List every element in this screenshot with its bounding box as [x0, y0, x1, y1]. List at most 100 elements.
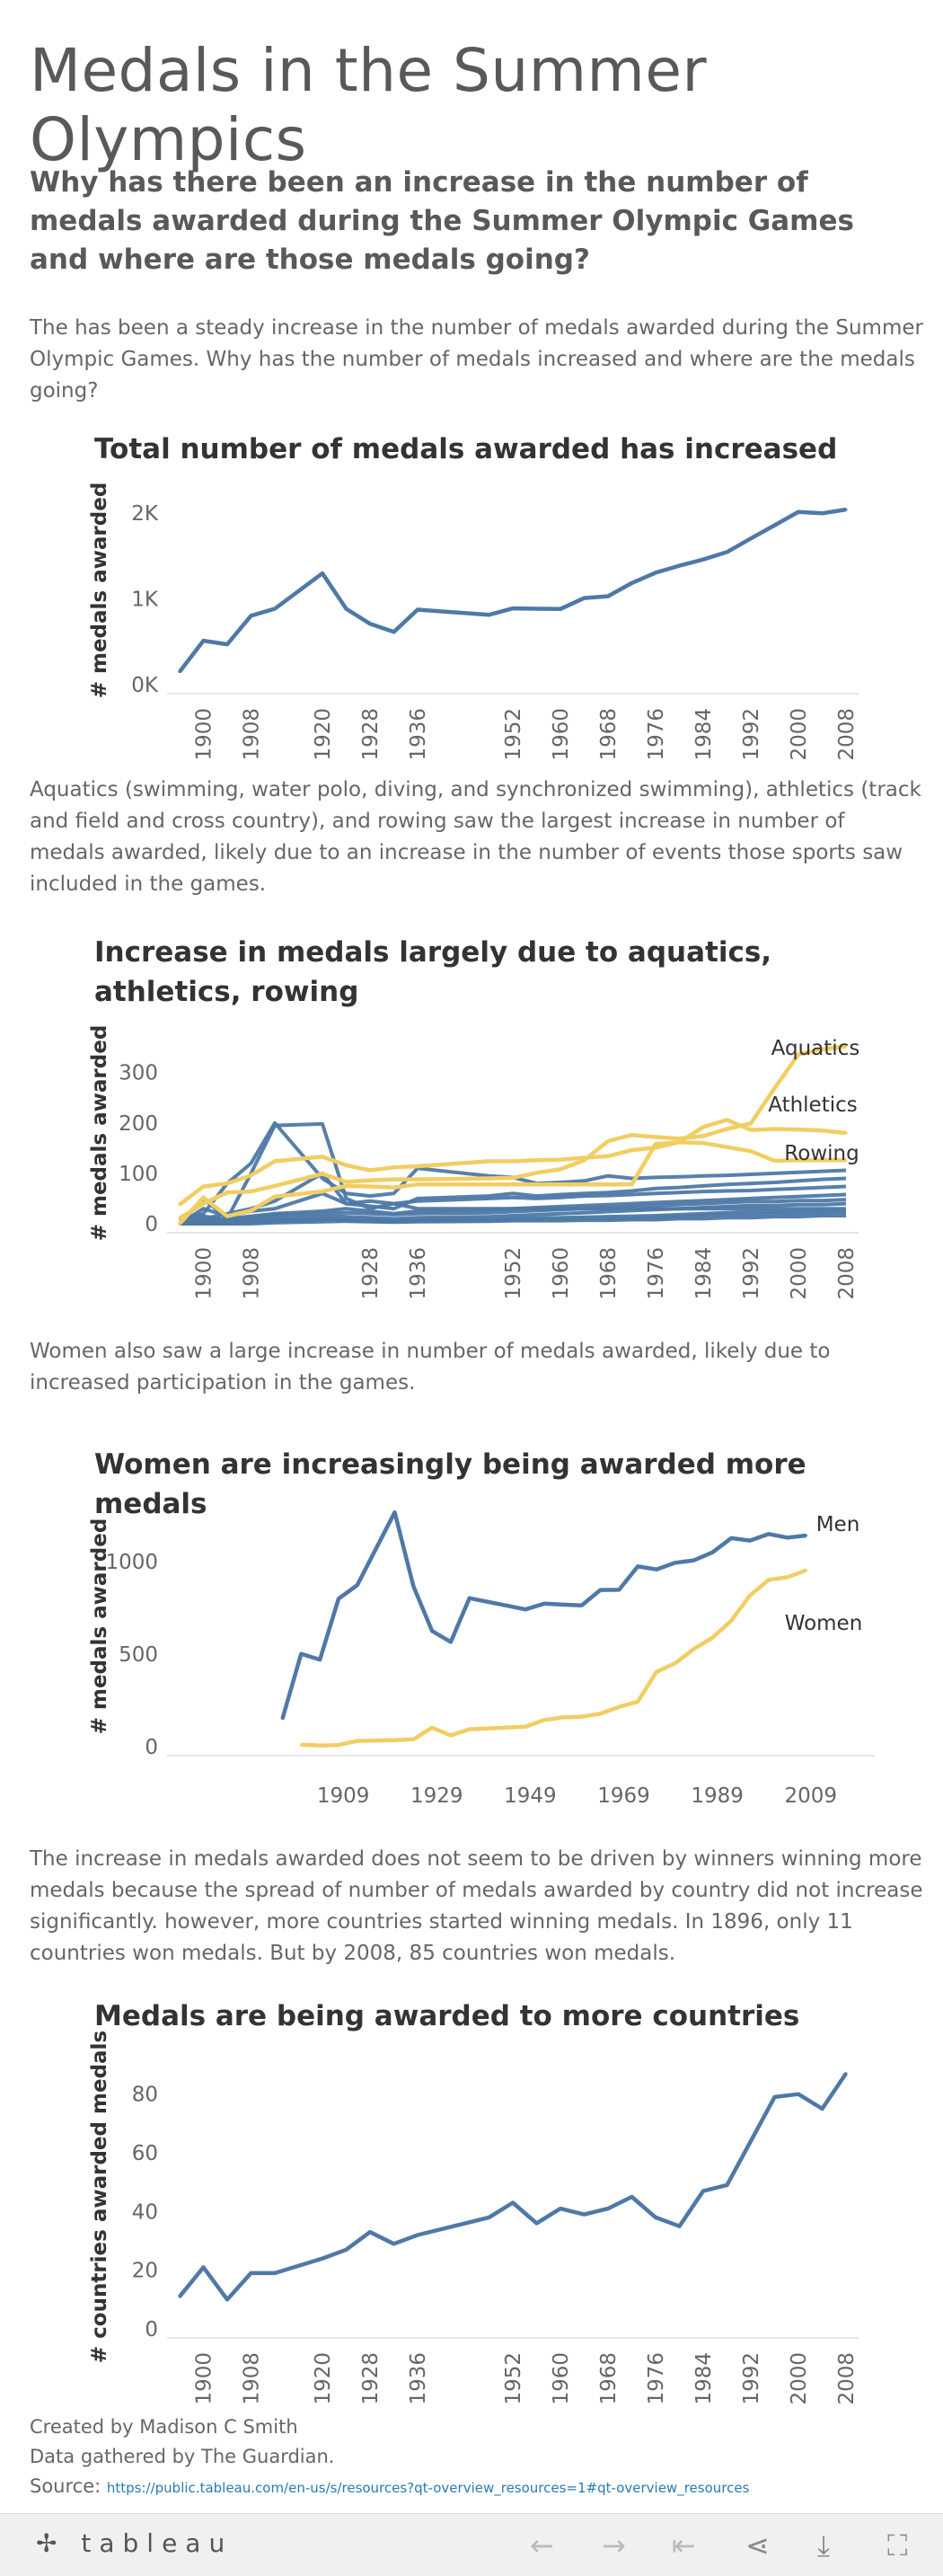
aquatics-point-22	[773, 1086, 776, 1090]
series-point-11	[511, 606, 515, 610]
women-point-19	[692, 1647, 696, 1651]
aquatics-point-5	[321, 1172, 324, 1175]
athletics-point-4	[273, 1159, 277, 1163]
y-tick-label-0: 0K	[131, 674, 159, 697]
download-icon[interactable]: ⤓	[817, 2528, 831, 2563]
men-point-17	[655, 1568, 658, 1571]
women-point-8	[449, 1733, 453, 1737]
women-point-4	[356, 1739, 359, 1743]
men-point-22	[748, 1539, 752, 1543]
series-point-25	[844, 508, 848, 511]
men-point-2	[318, 1658, 322, 1661]
men-point-24	[786, 1536, 789, 1539]
y-tick-label-3: 300	[119, 1062, 158, 1085]
women-point-6	[411, 1738, 415, 1741]
rowing-point-12	[535, 1182, 538, 1186]
source-link[interactable]: https://public.tableau.com/en-us/s/resou…	[106, 2480, 750, 2496]
x-tick-label-1: 1908	[241, 2352, 264, 2405]
women-point-22	[748, 1594, 752, 1598]
total-medals-chart[interactable]: # medals awarded 0K 1K 2K 1900 1908 1920 1928 19…	[0, 476, 943, 773]
athletics-point-10	[488, 1159, 490, 1163]
countries-paragraph: The increase in medals awarded does not …	[30, 1847, 923, 1965]
series-point-13	[559, 607, 562, 611]
men-point-8	[449, 1641, 453, 1644]
series-line	[178, 2072, 848, 2302]
series-point-1	[202, 639, 205, 642]
x-tick-label-7: 1968	[597, 708, 621, 761]
share-icon[interactable]: ⋖	[745, 2528, 770, 2563]
women-point-17	[655, 1670, 658, 1674]
rowing-point-4	[273, 1195, 277, 1199]
rowing-point-3	[250, 1208, 252, 1212]
series-point-9	[416, 607, 419, 611]
series-point-0	[178, 670, 181, 674]
y-tick-label-1: 100	[119, 1163, 158, 1186]
x-tick-label-3: 1928	[359, 708, 383, 761]
series-point-8	[392, 630, 395, 633]
tableau-logo: ✢ tableau	[36, 2528, 234, 2558]
rowing-point-17	[654, 1142, 657, 1146]
rowing-point-16	[630, 1182, 633, 1186]
x-tick-label-1: 1929	[410, 1784, 463, 1808]
series-point-17	[654, 571, 657, 574]
aquatics-point-12	[535, 1171, 538, 1174]
fullscreen-icon[interactable]: ⛶	[887, 2528, 908, 2563]
redo-icon[interactable]: →	[602, 2528, 626, 2563]
athletics-point-14	[583, 1155, 586, 1159]
women-point-13	[580, 1715, 584, 1719]
x-tick-label-11: 2000	[788, 708, 811, 761]
x-tick-label-2: 1949	[504, 1784, 557, 1808]
x-tick-label-8: 1976	[645, 2352, 668, 2405]
x-tick-label-5: 1952	[502, 2352, 525, 2405]
women-point-18	[674, 1661, 677, 1665]
y-axis-title: # medals awarded	[88, 1025, 111, 1242]
medals-by-sport-chart[interactable]: # medals awarded 0 100 200 300 1900 1908 1928 19…	[0, 1024, 943, 1321]
series-point-3	[250, 614, 252, 617]
aquatics-series-label: Aquatics	[771, 1037, 860, 1060]
rowing-point-23	[797, 1158, 800, 1162]
men-point-15	[617, 1588, 621, 1591]
athletics-point-5	[321, 1155, 324, 1158]
series-point-4	[273, 2271, 277, 2275]
athletics-point-13	[559, 1158, 562, 1162]
x-tick-label-7: 1976	[645, 1247, 668, 1300]
medals-by-gender-chart[interactable]: # medals awarded 0 500 1000 1909 1929 1949 1969…	[0, 1492, 943, 1842]
series-point-6	[345, 2248, 348, 2252]
women-point-11	[542, 1718, 546, 1722]
men-point-11	[542, 1602, 546, 1606]
source-line: Source: https://public.tableau.com/en-us…	[30, 2475, 749, 2497]
page-title: Medals in the Summer Olympics	[30, 36, 708, 174]
x-tick-label-0: 1900	[193, 708, 216, 761]
women-point-15	[617, 1705, 621, 1709]
revert-icon[interactable]: ⇤	[672, 2528, 696, 2563]
aquatics-point-9	[416, 1178, 419, 1182]
chart-3-title: Women are increasingly being awarded mor…	[94, 1448, 806, 1520]
series-point-18	[678, 2225, 681, 2228]
series-point-20	[726, 2183, 728, 2187]
x-tick-label-2: 1920	[312, 708, 335, 761]
athletics-point-15	[606, 1155, 610, 1158]
women-point-16	[636, 1700, 639, 1704]
aquatics-point-15	[606, 1139, 610, 1143]
y-tick-label-1: 1K	[131, 589, 159, 612]
x-tick-label-11: 2008	[835, 1247, 859, 1300]
aquatics-point-8	[392, 1178, 395, 1182]
rowing-point-8	[392, 1186, 395, 1190]
athletics-point-12	[535, 1158, 538, 1162]
aquatics-point-19	[701, 1134, 705, 1138]
x-tick-label-9: 1992	[740, 1247, 763, 1300]
chart-1-title: Total number of medals awarded has incre…	[94, 433, 838, 465]
intro-text: The has been a steady increase in the nu…	[30, 316, 923, 403]
series-point-22	[773, 524, 776, 527]
series-point-14	[583, 2213, 586, 2217]
countries-awarded-chart[interactable]: # countries awarded medals 0 20 40 60 80 1900 1…	[0, 2031, 943, 2417]
x-tick-label-12: 2008	[835, 2352, 859, 2405]
undo-icon[interactable]: ←	[530, 2528, 554, 2563]
series-point-18	[678, 564, 681, 568]
series-point-10	[488, 2216, 490, 2219]
series-point-4	[273, 607, 277, 611]
other-sport-line-5	[179, 1198, 847, 1222]
x-tick-label-9: 1984	[692, 2352, 716, 2405]
x-tick-label-11: 2000	[788, 2352, 811, 2405]
x-tick-label-10: 2000	[788, 1247, 811, 1300]
